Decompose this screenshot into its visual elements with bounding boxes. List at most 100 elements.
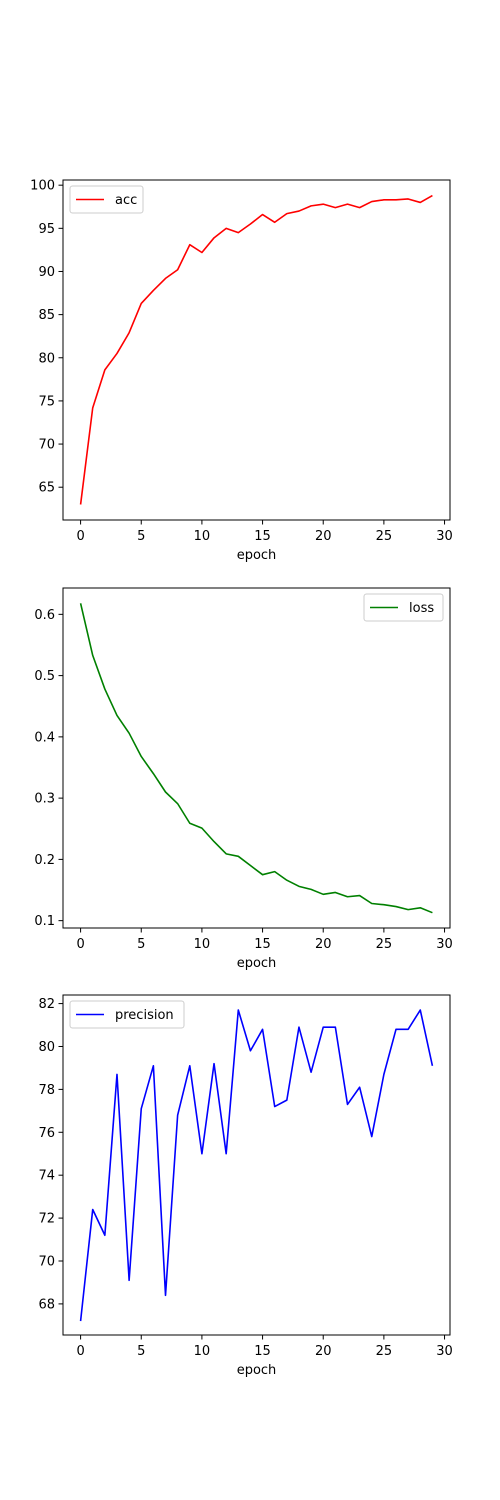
y-tick-label: 90 [38,265,55,280]
legend: loss [363,593,444,622]
data-point-loss [347,896,349,898]
y-tick-label: 70 [38,438,55,453]
y-tick-label: 72 [38,1212,55,1227]
y-tick-label: 0.6 [34,608,55,623]
x-tick-label: 5 [137,1344,145,1359]
data-point-precision [128,1279,130,1281]
data-point-loss [213,841,215,843]
data-point-precision [201,1153,203,1155]
data-point-precision [177,1114,179,1116]
data-point-precision [371,1136,373,1138]
data-point-precision [250,1050,252,1052]
data-point-loss [371,903,373,905]
data-point-precision [383,1074,385,1076]
data-point-acc [128,332,130,334]
y-tick-label: 85 [38,308,55,323]
x-tick-label: 10 [194,529,211,544]
data-point-acc [310,205,312,207]
data-point-precision [92,1209,94,1211]
y-tick-label: 82 [38,997,55,1012]
data-point-precision [153,1065,155,1067]
data-point-precision [80,1320,82,1322]
legend-label-acc: acc [115,193,137,208]
data-point-acc [432,195,434,197]
data-point-acc [322,203,324,205]
data-point-loss [140,756,142,758]
legend-box [363,593,444,622]
data-point-precision [274,1106,276,1108]
data-point-acc [359,207,361,209]
chart-panel-2: 0 5 10 15 20 25 30 0.1 0.2 0.3 0.4 0.5 0.6 epoch loss [34,587,453,971]
y-tick-label: 68 [38,1297,55,1312]
x-tick-label: 20 [315,937,332,952]
data-point-precision [347,1104,349,1106]
x-tick-label: 25 [376,1344,393,1359]
legend: acc [69,185,144,214]
x-tick-label: 10 [194,1344,211,1359]
data-point-loss [419,907,421,909]
x-tick-label: 30 [436,529,453,544]
chart-panel-3: 0 5 10 15 20 25 30 68 70 72 74 76 78 80 82 epoch precisi… [38,994,453,1378]
data-point-acc [407,198,409,200]
x-tick-label: 15 [254,1344,271,1359]
data-point-precision [189,1065,191,1067]
data-point-precision [213,1063,215,1065]
data-point-loss [274,871,276,873]
data-point-acc [238,232,240,234]
x-tick-label: 0 [76,937,84,952]
data-point-acc [189,244,191,246]
y-tick-label: 0.5 [34,669,55,684]
data-point-acc [262,214,264,216]
x-tick-label: 15 [254,529,271,544]
data-point-loss [250,865,252,867]
data-point-loss [407,909,409,911]
data-point-loss [298,886,300,888]
legend-label-loss: loss [409,601,434,616]
data-point-acc [286,213,288,215]
data-point-loss [189,822,191,824]
data-point-precision [116,1074,118,1076]
data-point-precision [432,1065,434,1067]
chart-panel-1: 0 5 10 15 20 25 30 65 70 75 80 85 90 95 100 epoch acc [30,179,453,563]
x-tick-label: 15 [254,937,271,952]
data-point-acc [104,369,106,371]
data-point-precision [262,1029,264,1031]
x-axis-label: epoch [237,1363,277,1378]
data-point-acc [225,228,227,230]
data-point-precision [104,1234,106,1236]
data-point-acc [274,221,276,223]
data-point-loss [92,655,94,657]
data-point-loss [286,879,288,881]
data-point-loss [310,889,312,891]
data-point-loss [104,688,106,690]
data-point-acc [383,199,385,201]
data-point-loss [128,732,130,734]
data-point-loss [177,803,179,805]
y-tick-label: 100 [30,179,55,194]
data-point-precision [395,1029,397,1031]
data-point-loss [335,892,337,894]
data-point-precision [298,1026,300,1028]
plot-frame [62,179,451,521]
data-point-acc [395,199,397,201]
data-point-precision [407,1029,409,1031]
plot-frame [62,994,451,1336]
data-point-acc [92,407,94,409]
data-point-precision [286,1099,288,1101]
y-tick-label: 0.3 [34,792,55,807]
data-point-precision [140,1108,142,1110]
x-tick-label: 30 [436,1344,453,1359]
data-point-acc [213,237,215,239]
x-tick-label: 0 [76,529,84,544]
data-point-loss [395,906,397,908]
data-point-precision [165,1295,167,1297]
x-tick-label: 5 [137,937,145,952]
series-line-acc [79,194,433,505]
data-point-acc [201,252,203,254]
data-point-acc [419,202,421,204]
data-point-acc [116,353,118,355]
x-tick-label: 0 [76,1344,84,1359]
data-point-acc [347,203,349,205]
data-point-acc [140,303,142,305]
